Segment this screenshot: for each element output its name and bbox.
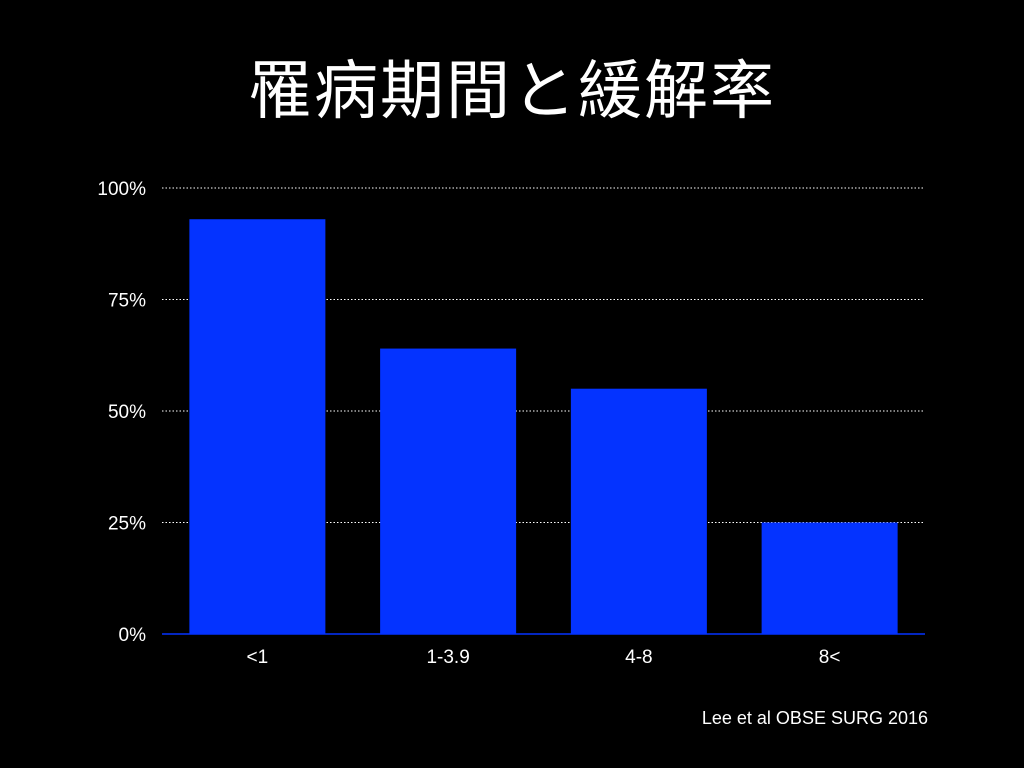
x-tick-label: <1 bbox=[247, 647, 269, 668]
bar-1 bbox=[380, 348, 517, 634]
bar-3 bbox=[761, 522, 898, 634]
x-tick-label: 1-3.9 bbox=[426, 647, 469, 668]
bar-0 bbox=[189, 219, 326, 634]
y-tick-label: 25% bbox=[108, 514, 146, 535]
slide-title: 罹病期間と緩解率 bbox=[248, 55, 776, 129]
y-tick-label: 100% bbox=[97, 179, 146, 200]
bar-2 bbox=[570, 388, 707, 634]
y-tick-label: 50% bbox=[108, 402, 146, 423]
x-tick-label: 4-8 bbox=[625, 647, 652, 668]
y-tick-label: 75% bbox=[108, 291, 146, 312]
tick-labels: 0% 25% 50% 75% 100% <1 1-3.9 4-8 8< bbox=[97, 179, 840, 668]
bars bbox=[189, 219, 898, 634]
x-tick-label: 8< bbox=[819, 647, 841, 668]
y-tick-label: 0% bbox=[119, 625, 147, 646]
citation-text: Lee et al OBSE SURG 2016 bbox=[701, 708, 928, 728]
